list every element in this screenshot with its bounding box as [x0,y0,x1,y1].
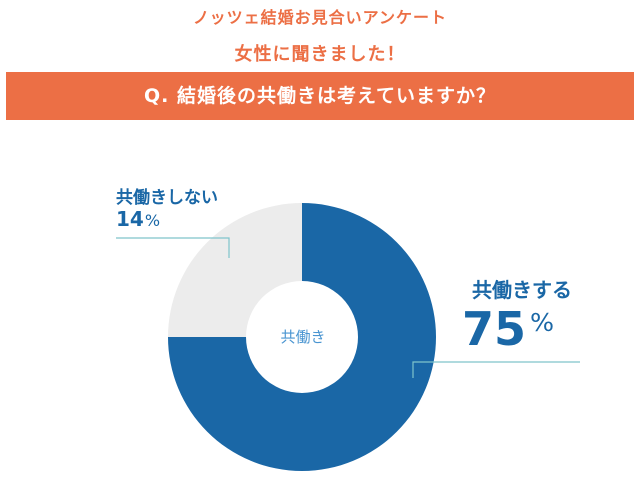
pie-slice-working [168,203,436,471]
leader-line-not-working [116,237,230,258]
slice-group [168,203,436,471]
slice-label-not-working: 共働きしない [116,188,218,208]
slice-value-not-working: 14% [116,207,160,231]
leader-line-working [412,361,580,378]
question-text: Q. 結婚後の共働きは考えていますか？ [143,85,497,107]
survey-subtitle: 女性に聞きました！ [234,44,406,65]
slice-value-unit: % [530,308,555,337]
leader-line-group [116,237,580,378]
center-label: 共働き [280,328,326,346]
survey-title: ノッツェ結婚お見合いアンケート [192,8,448,27]
slice-value-number: 14 [116,207,144,231]
pie-slice-not-working [168,203,302,337]
slice-value-number: 75 [462,302,527,356]
slice-value-working: 75% [462,302,554,356]
slice-value-unit: % [144,211,161,230]
slice-label-working: 共働きする [472,278,572,302]
question-banner: Q. 結婚後の共働きは考えていますか？ [6,72,634,120]
